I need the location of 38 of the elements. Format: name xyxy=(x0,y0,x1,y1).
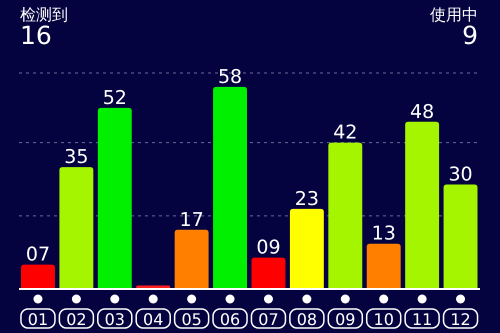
x-tick-label: 03 xyxy=(104,310,125,329)
data-label: 07 xyxy=(26,244,50,266)
bar xyxy=(328,142,362,289)
bar xyxy=(174,230,209,289)
x-tick-label: 02 xyxy=(66,310,87,329)
data-label: 09 xyxy=(256,236,281,259)
data-label: 52 xyxy=(102,86,127,109)
data-label: 42 xyxy=(333,122,358,144)
x-tick-label: 04 xyxy=(143,310,164,329)
data-label: 17 xyxy=(180,208,204,231)
bar xyxy=(290,208,324,289)
x-tick-label: 11 xyxy=(412,310,432,329)
bar xyxy=(98,108,132,289)
x-tick-label: 01 xyxy=(28,310,48,329)
x-tick-label: 07 xyxy=(258,310,279,329)
x-tick-label: 10 xyxy=(374,310,394,329)
bar xyxy=(213,86,247,289)
x-tick-label: 05 xyxy=(181,310,202,329)
x-tick-label: 08 xyxy=(296,310,318,329)
data-label: 30 xyxy=(448,163,473,186)
x-tick-label: 06 xyxy=(220,310,240,329)
text: 使用中 xyxy=(430,5,478,24)
data-label: 58 xyxy=(218,66,242,88)
bar xyxy=(444,184,478,289)
text: 检测到 xyxy=(20,5,68,24)
bar xyxy=(59,167,94,289)
data-label: 35 xyxy=(64,146,88,168)
x-tick-label: 12 xyxy=(450,310,471,329)
bar xyxy=(252,258,286,289)
data-label: 23 xyxy=(294,188,319,210)
data-label: 48 xyxy=(410,100,434,123)
bar xyxy=(21,264,55,289)
bar xyxy=(366,244,401,289)
x-tick-label: 09 xyxy=(335,310,356,329)
bar xyxy=(405,122,440,289)
text: 16 xyxy=(20,21,52,50)
data-label: 13 xyxy=(372,222,396,245)
text: 9 xyxy=(462,21,478,50)
